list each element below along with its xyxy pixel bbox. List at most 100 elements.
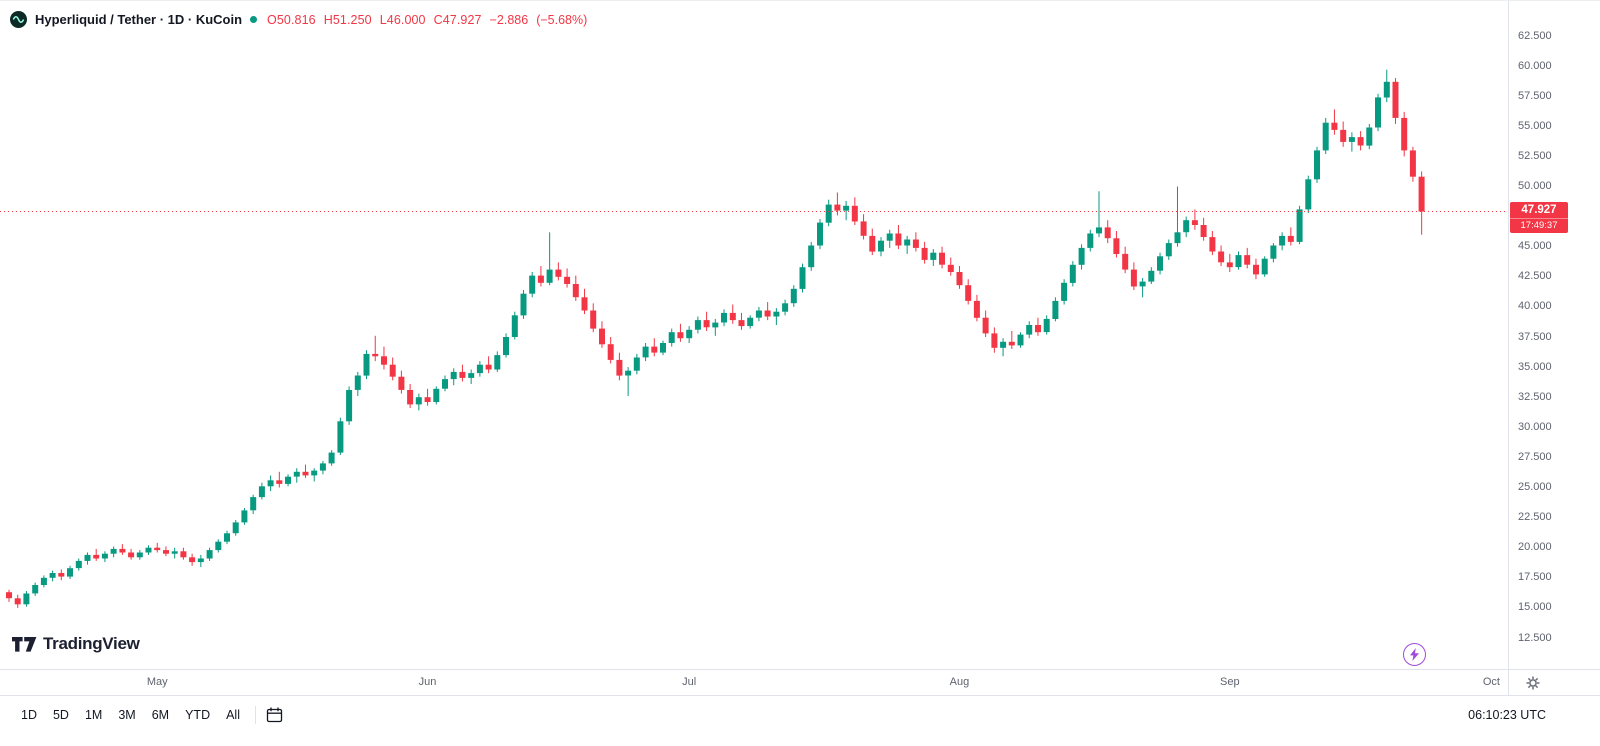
candle <box>354 371 361 396</box>
candle <box>1340 121 1347 147</box>
candle <box>747 315 754 329</box>
candle <box>1191 209 1198 230</box>
candle <box>1035 317 1041 336</box>
candle <box>878 237 884 257</box>
candle <box>973 294 980 322</box>
candle <box>346 386 353 425</box>
candle <box>660 340 666 356</box>
range-button-1m[interactable]: 1M <box>78 705 109 725</box>
candle <box>189 553 196 566</box>
candle <box>32 582 39 596</box>
candle <box>197 554 204 567</box>
candle <box>712 318 719 336</box>
range-button-all[interactable]: All <box>219 705 247 725</box>
range-button-5d[interactable]: 5D <box>46 705 76 725</box>
candle <box>1096 191 1102 238</box>
candle <box>991 327 998 353</box>
candle <box>319 461 326 475</box>
candle <box>119 544 126 555</box>
candle <box>555 262 562 281</box>
candle <box>415 393 422 411</box>
time-axis-label: Jul <box>682 676 697 688</box>
ohlc-change: −2.886 <box>489 12 529 27</box>
time-axis-label: Jun <box>418 676 437 688</box>
candle <box>1418 171 1425 235</box>
candle <box>407 384 414 408</box>
gear-icon[interactable] <box>1526 676 1540 690</box>
last-price-value: 47.927 <box>1521 203 1557 216</box>
time-axis-label: Sep <box>1220 676 1240 688</box>
candle <box>956 266 963 289</box>
chart-pane[interactable]: Hyperliquid / Tether · 1D · KuCoin O50.8… <box>0 1 1508 669</box>
candle <box>206 547 213 561</box>
boost-button[interactable] <box>1403 643 1426 666</box>
price-axis-label: 27.500 <box>1518 450 1552 463</box>
last-price-badge: 47.927 17:49:37 <box>1510 201 1568 233</box>
candle <box>764 302 771 321</box>
candle <box>668 328 675 347</box>
candle <box>869 228 876 256</box>
candle <box>930 249 937 266</box>
candle <box>1052 297 1059 322</box>
candle <box>424 388 431 406</box>
candle <box>101 551 108 563</box>
ohlc-high: H51.250 <box>323 12 372 27</box>
price-axis[interactable]: 47.927 17:49:37 62.500 60.000 57.500 55.000… <box>1508 1 1600 669</box>
price-axis-label: 57.500 <box>1518 89 1552 102</box>
range-button-3m[interactable]: 3M <box>111 705 142 725</box>
candlestick-chart[interactable] <box>0 1 1508 669</box>
candle <box>1139 278 1146 298</box>
range-button-1d[interactable]: 1D <box>14 705 44 725</box>
candle <box>363 350 370 380</box>
candle <box>267 475 274 492</box>
market-status-dot[interactable] <box>250 16 258 23</box>
candle <box>1409 146 1416 182</box>
candle <box>23 591 30 607</box>
candle <box>14 594 21 608</box>
range-button-ytd[interactable]: YTD <box>178 705 217 725</box>
time-axis-label: Oct <box>1482 676 1500 688</box>
candle <box>232 520 239 536</box>
time-axis[interactable]: May Jun Jul Aug Sep Oct <box>0 669 1600 695</box>
candle <box>616 352 623 381</box>
candle <box>84 552 91 565</box>
price-axis-label: 45.000 <box>1518 240 1552 253</box>
candle <box>1078 244 1085 270</box>
price-axis-label: 52.500 <box>1518 149 1552 162</box>
candle <box>1235 251 1242 270</box>
candle <box>817 219 823 250</box>
lightning-icon <box>1410 648 1419 661</box>
go-to-date-button[interactable] <box>264 705 285 725</box>
candle <box>590 303 597 333</box>
candle <box>49 570 56 582</box>
candle <box>947 257 954 276</box>
candle <box>311 468 318 482</box>
range-button-6m[interactable]: 6M <box>145 705 176 725</box>
symbol-title[interactable]: Hyperliquid / Tether · 1D · KuCoin <box>35 12 243 27</box>
candle <box>633 353 640 375</box>
candle <box>677 323 684 342</box>
candle <box>1383 69 1390 103</box>
candle <box>58 569 65 581</box>
bar-close-countdown: 17:49:37 <box>1510 217 1568 233</box>
candle <box>93 548 100 561</box>
candle <box>1253 258 1259 280</box>
candle <box>825 199 832 227</box>
ohlc-close: C47.927 <box>433 12 482 27</box>
candle <box>843 200 850 221</box>
tradingview-watermark[interactable]: TradingView <box>12 634 140 654</box>
candle <box>6 589 12 602</box>
candle <box>1104 220 1111 244</box>
candle <box>468 369 475 384</box>
candle <box>886 229 893 248</box>
candle <box>1209 231 1216 256</box>
candle <box>1130 262 1137 290</box>
candle <box>459 364 466 382</box>
candle <box>241 508 248 525</box>
price-axis-label: 22.500 <box>1518 511 1552 524</box>
candle <box>529 272 536 298</box>
server-clock[interactable]: 06:10:23 UTC <box>1468 707 1546 722</box>
candle <box>642 343 649 362</box>
candle <box>285 474 291 487</box>
